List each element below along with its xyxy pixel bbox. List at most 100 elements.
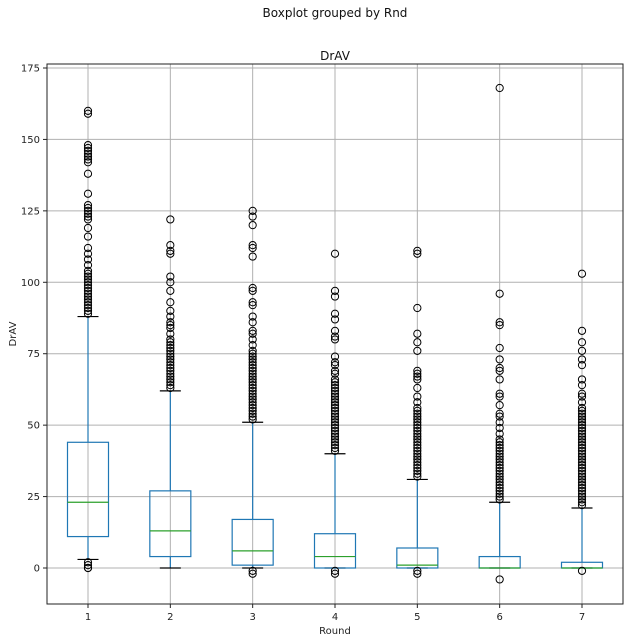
box-group-6 [478, 83, 521, 584]
flier-point [248, 352, 257, 361]
flier-point [495, 469, 504, 478]
flier-point [248, 392, 257, 401]
x-tick-label: 7 [579, 612, 585, 623]
flier-point [248, 409, 257, 418]
flier-point [166, 249, 175, 258]
flier-point [166, 341, 175, 350]
flier-point [413, 246, 422, 255]
flier-point [83, 206, 93, 215]
flier-point [166, 286, 175, 295]
flier-point [330, 358, 340, 367]
flier-point [577, 429, 587, 438]
flier-point [83, 223, 93, 233]
flier-point [577, 406, 587, 415]
flier-point [83, 109, 93, 118]
flier-point [495, 392, 504, 401]
y-tick-label: 175 [21, 64, 40, 75]
flier-point [413, 461, 422, 470]
flier-point [248, 566, 257, 575]
x-axis-label: Round [319, 626, 351, 637]
flier-point [248, 366, 257, 375]
flier-point [166, 318, 175, 327]
flier-point [577, 463, 587, 473]
flier-point [166, 366, 175, 375]
y-tick-label: 100 [21, 278, 40, 289]
flier-point [248, 401, 257, 410]
flier-point [577, 375, 587, 384]
flier-point [413, 303, 422, 313]
flier-point [248, 329, 257, 338]
flier-point [330, 369, 340, 378]
flier-point [248, 369, 257, 378]
flier-point [577, 435, 587, 444]
flier-point [413, 566, 422, 575]
flier-point [495, 389, 504, 398]
flier-point [248, 372, 257, 381]
flier-point [495, 375, 504, 384]
flier-point [577, 421, 587, 430]
flier-point [413, 412, 422, 421]
flier-point [330, 292, 340, 301]
flier-point [330, 432, 340, 441]
y-axis-ticks: 0 25 50 75 100 125 150 175 [21, 64, 47, 575]
flier-point [413, 432, 422, 441]
flier-point [83, 255, 93, 264]
flier-point [330, 389, 340, 398]
flier-point [166, 363, 175, 373]
flier-point [577, 412, 587, 421]
flier-point [83, 169, 93, 178]
flier-point [413, 329, 422, 338]
flier-point [330, 415, 340, 424]
flier-point [166, 352, 175, 361]
box-group-2 [149, 215, 192, 569]
flier-point [83, 158, 93, 167]
flier-point [330, 423, 340, 433]
flier-point [495, 412, 504, 421]
flier-point [577, 455, 587, 464]
flier-point [413, 346, 422, 355]
flier-point [330, 366, 340, 375]
flier-point [495, 443, 504, 453]
flier-point [577, 566, 587, 575]
flier-point [248, 358, 257, 367]
flier-point [166, 335, 175, 344]
flier-point [330, 418, 340, 427]
flier-point [166, 323, 175, 333]
flier-point [166, 343, 175, 353]
flier-point [83, 203, 93, 213]
flier-point [248, 335, 257, 344]
flier-point [166, 329, 175, 338]
flier-point [413, 449, 422, 458]
flier-point [330, 412, 340, 421]
flier-point [166, 375, 175, 384]
flier-point [330, 386, 340, 395]
y-tick-label: 75 [27, 349, 40, 360]
x-tick-label: 1 [85, 612, 91, 623]
flier-point [330, 395, 340, 404]
flier-point [330, 286, 340, 295]
flier-point [577, 461, 587, 470]
flier-point [83, 558, 93, 567]
flier-point [413, 415, 422, 424]
flier-point [248, 386, 257, 395]
flier-point [495, 435, 504, 444]
flier-point [495, 318, 504, 327]
flier-point [577, 392, 587, 401]
flier-point [248, 206, 257, 215]
flier-point [83, 189, 93, 198]
flier-point [83, 243, 93, 253]
flier-point [83, 289, 93, 298]
flier-point [577, 398, 587, 407]
flier-point [577, 466, 587, 475]
flier-point [83, 278, 93, 287]
flier-point [577, 415, 587, 424]
flier-point [330, 335, 340, 344]
flier-point [577, 486, 587, 495]
flier-point [83, 141, 93, 150]
flier-point [413, 372, 422, 381]
flier-point [83, 149, 93, 158]
flier-point [577, 489, 587, 498]
flier-point [166, 338, 175, 347]
flier-point [330, 352, 340, 361]
flier-point [248, 318, 257, 327]
